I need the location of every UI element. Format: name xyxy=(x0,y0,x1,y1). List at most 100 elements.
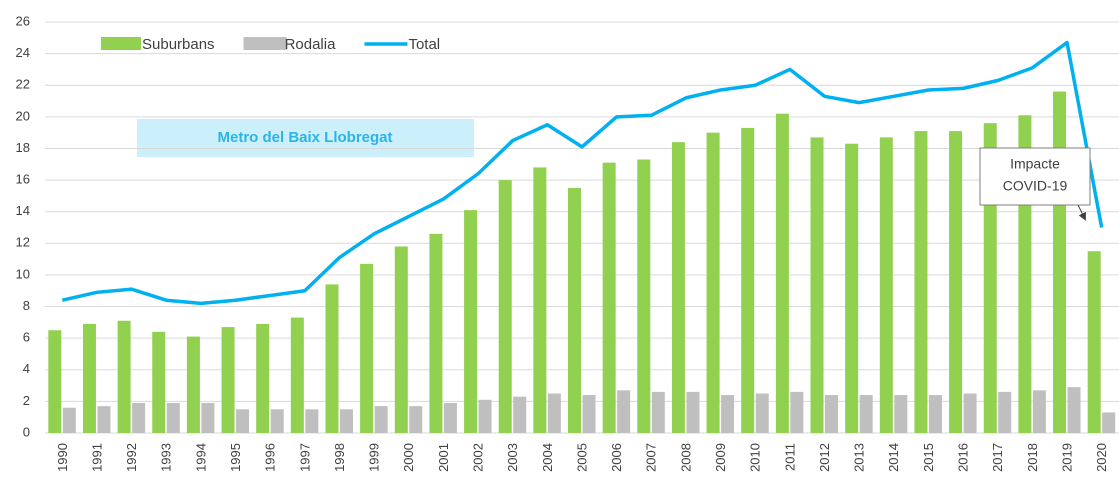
y-tick-label: 8 xyxy=(23,298,30,313)
x-tick-label: 1991 xyxy=(89,443,104,472)
bar xyxy=(1102,412,1116,433)
y-tick-label: 4 xyxy=(23,361,30,376)
bar xyxy=(325,284,339,433)
bar xyxy=(256,323,270,433)
bar xyxy=(949,131,963,434)
bar xyxy=(775,113,789,433)
x-tick-label: 2009 xyxy=(713,443,728,472)
annotation-box xyxy=(137,119,474,157)
bar xyxy=(152,331,166,433)
bar xyxy=(409,406,423,433)
x-tick-label: 2007 xyxy=(644,443,659,472)
x-tick-label: 1998 xyxy=(332,443,347,472)
x-tick-label: 2000 xyxy=(401,443,416,472)
bar xyxy=(879,137,893,433)
bar xyxy=(914,131,928,434)
x-tick-label: 2017 xyxy=(990,443,1005,472)
y-tick-label: 26 xyxy=(16,13,30,28)
x-tick-label: 2014 xyxy=(886,443,901,472)
bar xyxy=(117,320,131,433)
annotation: Metro del Baix Llobregat xyxy=(217,129,392,146)
bar xyxy=(82,323,96,433)
bar xyxy=(186,336,200,433)
bar xyxy=(498,180,512,433)
bar xyxy=(894,395,908,433)
bar xyxy=(928,395,942,433)
x-tick-label: 2006 xyxy=(609,443,624,472)
bar xyxy=(602,162,616,433)
bar xyxy=(755,393,769,433)
x-tick-label: 1994 xyxy=(193,443,208,472)
bar xyxy=(998,391,1012,433)
x-tick-label: 2013 xyxy=(852,443,867,472)
bar xyxy=(825,395,839,433)
x-tick-label: 2004 xyxy=(540,443,555,472)
bar xyxy=(132,402,146,433)
x-tick-label: 2002 xyxy=(471,443,486,472)
x-tick-label: 1996 xyxy=(263,443,278,472)
x-tick-label: 1992 xyxy=(124,443,139,472)
bar xyxy=(686,391,700,433)
bar xyxy=(513,396,527,433)
bar xyxy=(810,137,824,433)
y-tick-label: 22 xyxy=(16,77,30,92)
bar xyxy=(443,402,457,433)
bar xyxy=(1053,91,1067,434)
bar xyxy=(305,409,319,433)
bar xyxy=(637,159,651,433)
x-tick-label: 2005 xyxy=(574,443,589,472)
bar xyxy=(48,330,62,433)
bar xyxy=(221,327,235,433)
legend-label: Rodalia xyxy=(285,36,337,53)
bar xyxy=(270,409,284,433)
x-tick-label: 1999 xyxy=(367,443,382,472)
y-tick-label: 2 xyxy=(23,393,30,408)
bar xyxy=(1032,390,1046,433)
x-tick-label: 2003 xyxy=(505,443,520,472)
x-tick-label: 1990 xyxy=(55,443,70,472)
bar xyxy=(339,409,353,433)
x-tick-label: 2008 xyxy=(678,443,693,472)
bar xyxy=(236,409,250,433)
bar xyxy=(62,407,76,433)
bar xyxy=(651,391,665,433)
bar xyxy=(360,263,374,433)
x-tick-label: 2011 xyxy=(782,443,797,471)
x-tick-label: 2018 xyxy=(1025,443,1040,472)
x-tick-label: 1997 xyxy=(297,443,312,472)
legend-label: Suburbans xyxy=(142,36,215,53)
bar xyxy=(859,395,873,433)
annotation: COVID-19 xyxy=(1003,178,1068,194)
bar xyxy=(533,167,547,433)
bar xyxy=(706,132,720,433)
bar xyxy=(429,233,443,433)
bar xyxy=(290,317,304,433)
y-tick-label: 6 xyxy=(23,330,30,345)
x-tick-label: 2015 xyxy=(921,443,936,472)
annotation: Impacte xyxy=(1010,156,1060,172)
bar xyxy=(741,127,755,434)
bar xyxy=(568,187,581,433)
bar xyxy=(671,142,685,433)
bar xyxy=(845,143,859,433)
bar xyxy=(464,210,478,433)
legend-label: Total xyxy=(408,36,440,53)
legend-swatch xyxy=(101,37,141,50)
x-tick-label: 1995 xyxy=(228,443,243,472)
bar xyxy=(963,393,977,433)
y-tick-label: 12 xyxy=(16,235,30,250)
x-tick-label: 2020 xyxy=(1094,443,1109,472)
bar xyxy=(97,406,111,433)
y-tick-label: 18 xyxy=(16,140,30,155)
y-tick-label: 24 xyxy=(16,45,30,60)
bar xyxy=(617,390,631,433)
annotation-arrow xyxy=(1077,204,1086,221)
x-tick-label: 2019 xyxy=(1059,443,1074,472)
x-tick-label: 2001 xyxy=(436,443,451,472)
legend-swatch xyxy=(243,37,287,50)
bar xyxy=(1067,387,1081,433)
bar xyxy=(201,402,215,433)
bar xyxy=(790,391,804,433)
bar xyxy=(166,402,180,433)
